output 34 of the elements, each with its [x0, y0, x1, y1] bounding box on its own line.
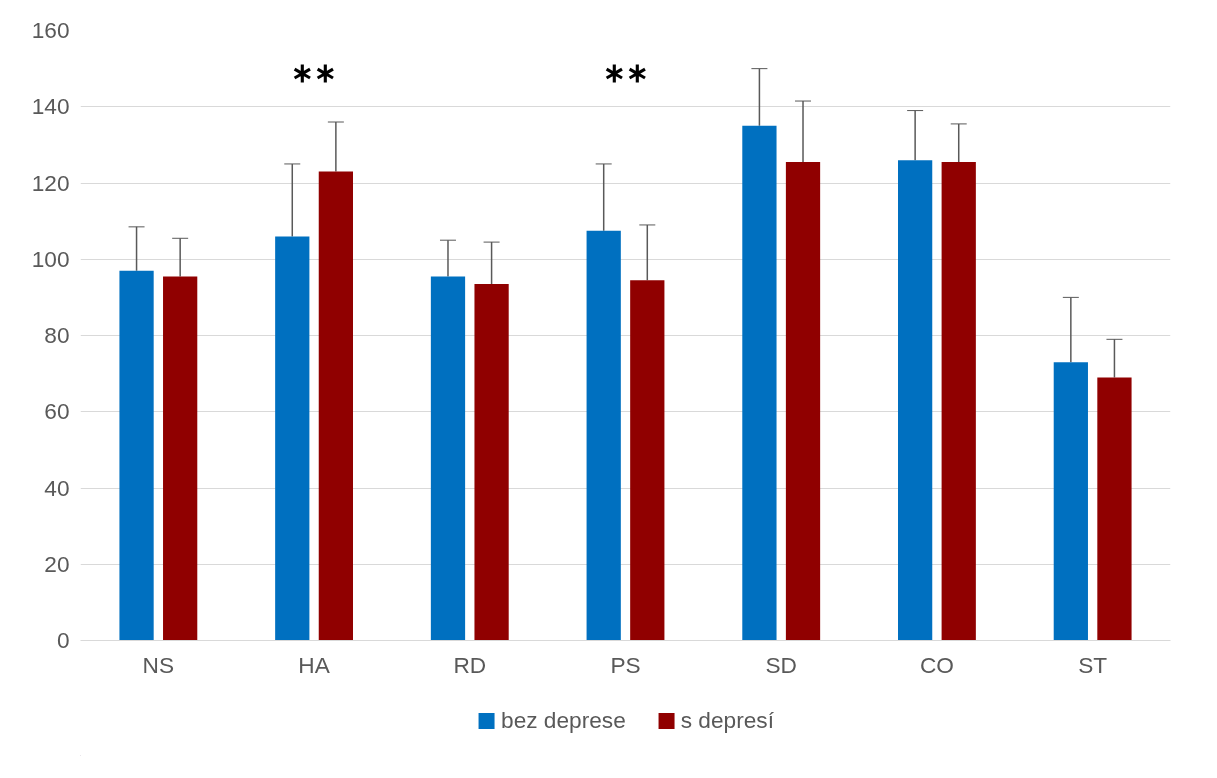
bar [275, 236, 310, 641]
legend-label: s depresí [680, 706, 774, 734]
y-tick-label: 100 [31, 245, 70, 272]
x-tick-label: HA [298, 651, 331, 678]
bar [1053, 362, 1088, 641]
y-tick-label: 20 [44, 550, 70, 577]
bar [318, 171, 353, 641]
bar [163, 276, 198, 641]
annotation: ∗∗ [602, 58, 649, 89]
bar [430, 276, 466, 641]
bar [586, 230, 621, 641]
y-tick-label: 160 [31, 17, 70, 43]
y-tick-label: 0 [56, 627, 70, 653]
bar [941, 162, 976, 641]
x-tick-label: PS [610, 651, 641, 678]
y-tick-label: 140 [31, 93, 70, 120]
y-tick-label: 40 [44, 474, 70, 501]
annotation: ∗∗ [291, 58, 338, 89]
x-tick-label: RD [453, 651, 487, 678]
bar [785, 162, 821, 641]
y-tick-label: 60 [44, 398, 70, 425]
bar [742, 125, 777, 641]
bar [474, 284, 509, 641]
x-tick-label: CO [919, 651, 954, 678]
x-tick-label: SD [765, 651, 797, 678]
legend-label: bez deprese [501, 706, 626, 734]
y-tick-label: 120 [31, 169, 70, 196]
y-tick-label: 80 [44, 322, 70, 348]
bar [898, 160, 933, 641]
x-tick-label: ST [1078, 651, 1108, 678]
bar [119, 270, 154, 641]
x-tick-label: NS [142, 651, 175, 678]
bar [1097, 377, 1132, 641]
bar [630, 280, 665, 641]
